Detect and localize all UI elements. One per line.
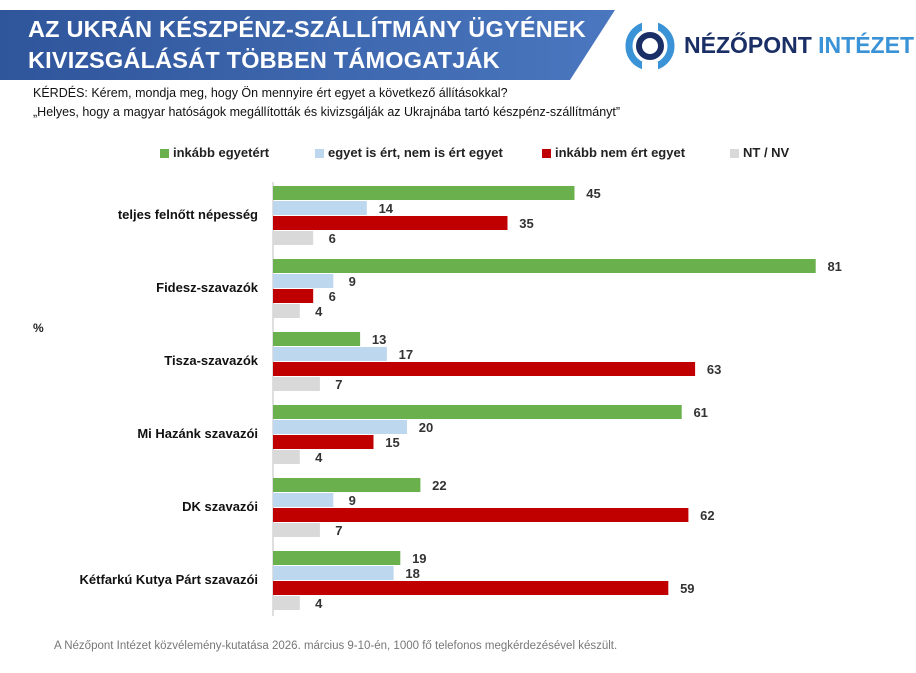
unit-label: % <box>33 321 44 335</box>
legend-swatch <box>730 149 739 158</box>
data-label: 45 <box>586 186 600 201</box>
nezopont-logo-icon <box>625 20 675 72</box>
question-block: KÉRDÉS: Kérem, mondja meg, hogy Ön menny… <box>33 84 620 122</box>
data-label: 6 <box>329 289 336 304</box>
data-label: 17 <box>399 347 413 362</box>
question-line-1: KÉRDÉS: Kérem, mondja meg, hogy Ön menny… <box>33 86 508 100</box>
data-label: 61 <box>693 405 707 420</box>
data-label: 14 <box>379 201 394 216</box>
legend-swatch <box>160 149 169 158</box>
data-label: 13 <box>372 332 386 347</box>
bar <box>273 347 387 361</box>
bar <box>273 231 314 245</box>
data-label: 4 <box>315 450 323 465</box>
bar <box>273 377 320 391</box>
bar-chart: % teljes felnőtt népesség 45 14 35 6 Fidesz-sz… <box>33 182 842 616</box>
bar <box>273 508 689 522</box>
bar <box>273 186 575 200</box>
data-label: 9 <box>349 274 356 289</box>
legend-label: NT / NV <box>743 145 790 160</box>
category-label: DK szavazói <box>182 499 258 514</box>
category-label: Tisza-szavazók <box>164 353 258 368</box>
data-label: 15 <box>385 435 399 450</box>
logo: NÉZŐPONT INTÉZET <box>624 20 914 72</box>
data-label: 62 <box>700 508 714 523</box>
bar <box>273 332 361 346</box>
title-line-2: KIVIZSGÁLÁSÁT TÖBBEN TÁMOGATJÁK <box>28 47 500 73</box>
bar <box>273 435 374 449</box>
data-label: 4 <box>315 596 323 611</box>
bar <box>273 405 682 419</box>
bar <box>273 259 816 273</box>
bar <box>273 304 300 318</box>
data-label: 19 <box>412 551 426 566</box>
bar <box>273 201 367 215</box>
bar <box>273 216 508 230</box>
data-label: 59 <box>680 581 694 596</box>
bar <box>273 274 334 288</box>
bar <box>273 289 314 303</box>
category-label: teljes felnőtt népesség <box>118 207 258 222</box>
data-label: 7 <box>335 523 342 538</box>
data-label: 81 <box>827 259 841 274</box>
logo-text: NÉZŐPONT INTÉZET <box>684 32 914 59</box>
logo-text-dark: NÉZŐPONT <box>684 32 812 58</box>
legend-label: inkább egyetért <box>173 145 270 160</box>
bar <box>273 493 334 507</box>
data-label: 22 <box>432 478 446 493</box>
category-label: Kétfarkú Kutya Párt szavazói <box>80 572 258 587</box>
title-line-1: AZ UKRÁN KÉSZPÉNZ-SZÁLLÍTMÁNY ÜGYÉNEK <box>28 16 586 42</box>
banner-background <box>0 10 615 80</box>
legend-swatch <box>315 149 324 158</box>
title-banner: AZ UKRÁN KÉSZPÉNZ-SZÁLLÍTMÁNY ÜGYÉNEK KI… <box>0 10 615 80</box>
bar <box>273 450 300 464</box>
data-label: 7 <box>335 377 342 392</box>
bar <box>273 420 407 434</box>
category-label: Fidesz-szavazók <box>156 280 259 295</box>
question-line-2: „Helyes, hogy a magyar hatóságok megállí… <box>33 105 621 119</box>
bar <box>273 362 696 376</box>
bar <box>273 596 300 610</box>
data-label: 35 <box>519 216 533 231</box>
footer-note: A Nézőpont Intézet közvélemény-kutatása … <box>54 640 618 652</box>
data-label: 4 <box>315 304 323 319</box>
data-label: 6 <box>329 231 336 246</box>
data-label: 63 <box>707 362 721 377</box>
data-label: 9 <box>349 493 356 508</box>
bar <box>273 566 394 580</box>
category-label: Mi Hazánk szavazói <box>137 426 258 441</box>
bar <box>273 581 669 595</box>
bar <box>273 523 320 537</box>
bar <box>273 551 401 565</box>
legend-label: inkább nem ért egyet <box>555 145 686 160</box>
legend-label: egyet is ért, nem is ért egyet <box>328 145 503 160</box>
logo-text-light: INTÉZET <box>818 32 915 58</box>
data-label: 20 <box>419 420 433 435</box>
data-label: 18 <box>405 566 419 581</box>
bar <box>273 478 421 492</box>
legend-swatch <box>542 149 551 158</box>
